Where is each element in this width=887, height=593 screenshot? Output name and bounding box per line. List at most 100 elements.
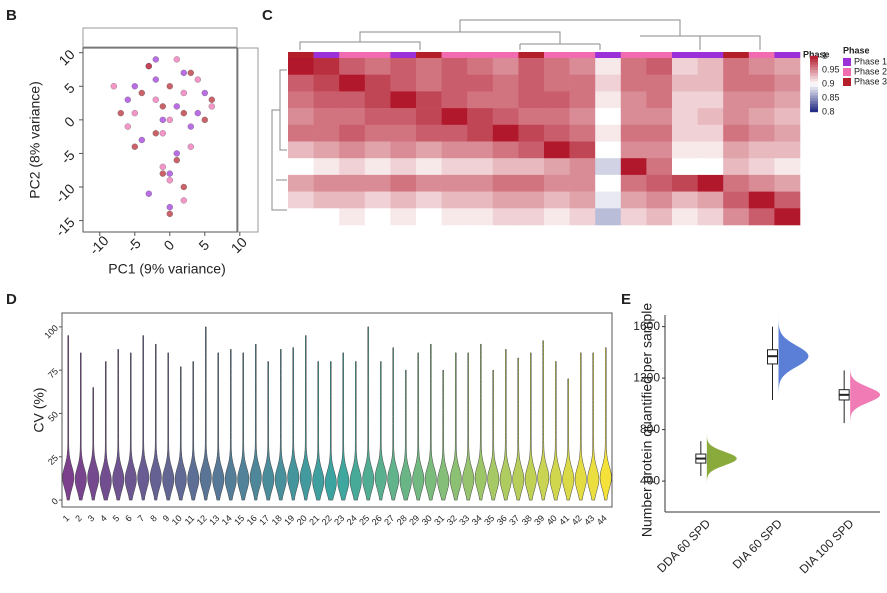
y-tick-label: 75 <box>46 366 60 380</box>
point <box>145 190 152 197</box>
cell <box>467 74 494 92</box>
violin <box>487 369 500 501</box>
point <box>201 89 208 97</box>
cell <box>697 124 724 142</box>
cell <box>364 174 391 192</box>
cell <box>441 141 468 159</box>
colorbar-step <box>810 81 818 85</box>
violin <box>362 326 375 501</box>
point <box>208 103 215 110</box>
cell <box>390 141 417 159</box>
violin <box>287 347 300 501</box>
x-tick-label: 1 <box>61 513 72 524</box>
violin <box>112 349 125 501</box>
cell <box>620 174 647 192</box>
cell <box>595 58 622 75</box>
violin <box>399 369 412 501</box>
cell <box>544 141 570 159</box>
cell <box>723 158 750 176</box>
cell <box>723 91 750 109</box>
x-tick-label: -10 <box>86 232 112 258</box>
cell <box>569 74 596 92</box>
cell <box>441 174 468 192</box>
cell <box>646 58 673 75</box>
violin <box>249 343 262 501</box>
point <box>180 109 187 117</box>
cell <box>416 208 442 226</box>
cell <box>288 208 314 226</box>
phase-cell <box>364 52 391 58</box>
cell <box>620 58 647 75</box>
cell <box>620 124 647 142</box>
colorbar-label: 0.95 <box>822 64 840 74</box>
cell <box>492 108 519 126</box>
point <box>180 197 187 204</box>
legend-label: Phase 1 <box>854 56 887 66</box>
cell <box>595 208 622 226</box>
cell <box>467 174 494 192</box>
cell <box>288 74 314 92</box>
cell <box>544 174 570 192</box>
cell <box>774 174 801 192</box>
cell <box>339 158 366 176</box>
cell <box>492 208 519 226</box>
violin <box>574 352 587 501</box>
half-violin <box>850 364 881 426</box>
cell <box>364 108 391 126</box>
cell <box>569 158 596 176</box>
violin <box>199 326 212 501</box>
violin <box>162 352 175 501</box>
cell <box>672 141 698 159</box>
y-tick-label: 0 <box>61 113 78 130</box>
violin <box>237 352 250 501</box>
violin <box>374 361 387 501</box>
point <box>166 177 173 184</box>
violin <box>99 361 112 501</box>
cell <box>288 191 314 209</box>
point <box>173 56 180 63</box>
colorbar-step <box>810 86 818 90</box>
colorbar-step <box>810 109 818 113</box>
cell <box>288 91 314 109</box>
violin <box>62 335 75 501</box>
cell <box>595 174 622 192</box>
colorbar-label: 1 <box>822 50 827 60</box>
cell <box>441 158 468 176</box>
point <box>166 83 173 90</box>
cell <box>313 74 340 92</box>
cell <box>518 174 545 192</box>
cell <box>313 58 340 75</box>
cell <box>339 58 366 75</box>
y-tick-label: -10 <box>52 180 78 206</box>
cell <box>492 191 519 209</box>
cell <box>544 74 570 92</box>
y-axis-label: CV (%) <box>31 387 47 432</box>
y-tick-label: 50 <box>46 409 60 423</box>
panel-label: D <box>6 291 17 308</box>
cell <box>441 74 468 92</box>
violin <box>337 352 350 501</box>
cell <box>364 74 391 92</box>
cell <box>774 58 801 75</box>
cell <box>697 141 724 159</box>
phase-cell <box>544 52 570 58</box>
violin <box>137 335 150 501</box>
cell <box>723 191 750 209</box>
cell <box>569 124 596 142</box>
legend-title: Phase <box>843 45 870 55</box>
point <box>110 83 117 90</box>
phase-cell <box>441 52 468 58</box>
cell <box>518 91 545 109</box>
cell <box>569 91 596 109</box>
annotation-label: Phase <box>803 49 830 59</box>
cell <box>492 74 519 92</box>
colorbar-step <box>810 55 818 59</box>
violin <box>599 347 612 501</box>
cell <box>774 108 801 126</box>
x-tick-label: DIA 100 SPD <box>797 516 857 576</box>
cell <box>748 74 775 92</box>
cell <box>646 141 673 159</box>
cell <box>697 158 724 176</box>
violin <box>474 343 487 501</box>
violin <box>174 366 187 501</box>
